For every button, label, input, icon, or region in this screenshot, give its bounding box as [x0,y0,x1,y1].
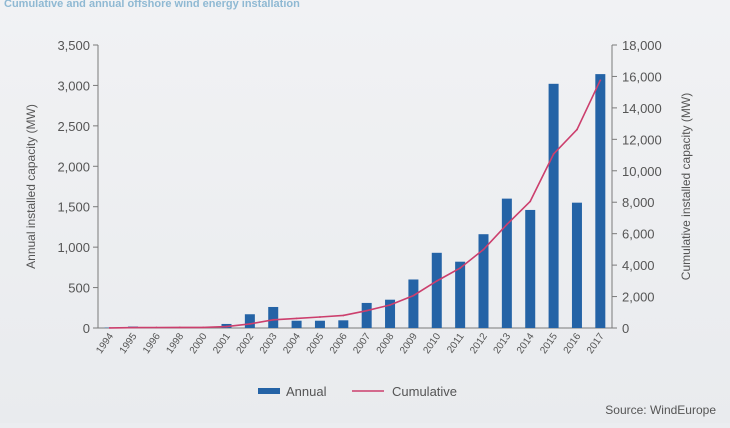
point-cumulative [202,326,204,328]
x-tick-label: 1998 [164,331,186,356]
x-tick-label: 2001 [211,331,233,356]
point-cumulative [109,327,111,329]
point-cumulative [436,280,438,282]
point-cumulative [226,326,228,328]
x-tick-label: 2011 [445,331,467,355]
x-tick-label: 2003 [258,331,280,356]
x-tick-label: 2007 [351,331,373,356]
x-tick-label: 1995 [118,331,140,356]
right-tick-label: 0 [622,321,629,336]
x-tick-label: 2002 [235,331,257,356]
bar-annual [362,303,372,328]
bar-annual [268,307,278,328]
point-cumulative [272,319,274,321]
bar-annual [292,321,302,328]
labels-layer: 0 500 1,000 1,500 2,000 2,500 3,000 3,500 0 2,000… [24,38,693,356]
source-note: Source: WindEurope [605,403,716,417]
x-tick-label: 2008 [375,331,397,356]
point-cumulative [296,318,298,320]
point-cumulative [389,304,391,306]
bar-annual [572,203,582,328]
x-tick-label: 2017 [585,331,607,356]
point-cumulative [599,79,601,81]
x-tick-label: 2004 [281,331,303,356]
x-tick-label: 2009 [398,331,420,356]
legend: Annual Cumulative [258,384,457,399]
left-tick-label: 1,000 [57,240,90,255]
left-tick-label: 3,000 [57,78,90,93]
left-tick-label: 500 [68,281,90,296]
x-tick-label: 2014 [515,331,537,356]
point-cumulative [249,323,251,325]
left-tick-label: 3,500 [57,38,90,53]
x-tick-label: 2013 [492,331,514,356]
right-tick-label: 4,000 [622,258,655,273]
left-tick-label: 0 [83,321,90,336]
right-tick-label: 2,000 [622,290,655,305]
point-cumulative [413,295,415,297]
bar-annual [525,210,535,328]
left-tick-label: 2,000 [57,159,90,174]
bar-annual [338,320,348,328]
bar-annual [455,262,465,328]
x-tick-label: 2016 [562,331,584,356]
bar-annual [432,253,442,328]
bar-annual [595,74,605,328]
x-tick-label: 1994 [94,331,116,356]
point-cumulative [506,223,508,225]
right-tick-label: 18,000 [622,38,662,53]
bar-annual [245,314,255,328]
right-tick-label: 12,000 [622,132,662,147]
bar-annual [479,234,489,328]
x-tick-label: 2012 [468,331,490,356]
point-cumulative [459,267,461,269]
right-tick-label: 8,000 [622,195,655,210]
point-cumulative [156,327,158,329]
right-tick-label: 16,000 [622,69,662,84]
point-cumulative [576,129,578,131]
x-tick-label: 2000 [188,331,210,356]
right-tick-label: 10,000 [622,164,662,179]
x-tick-label: 2006 [328,331,350,356]
x-tick-label: 2010 [421,331,443,356]
right-tick-label: 14,000 [622,101,662,116]
point-cumulative [483,249,485,251]
bar-annual [549,84,559,328]
left-tick-label: 1,500 [57,200,90,215]
x-tick-label: 2005 [305,331,327,356]
point-cumulative [179,327,181,329]
legend-swatch-annual [258,388,280,394]
chart-title: Cumulative and annual offshore wind ener… [4,0,300,10]
y-axis-title: Annual installed capacity (MW) [24,104,38,269]
bar-annual [502,199,512,328]
bar-annual [315,321,325,328]
point-cumulative [529,201,531,203]
x-tick-label: 1996 [141,331,163,356]
point-cumulative [366,310,368,312]
legend-label-annual: Annual [286,384,327,399]
x-tick-label: 2015 [538,331,560,356]
left-tick-label: 2,500 [57,119,90,134]
point-cumulative [319,316,321,318]
y-axis-title-right: Cumulative installed capacity (MW) [679,93,693,280]
legend-label-cumulative: Cumulative [392,384,457,399]
point-cumulative [553,153,555,155]
point-cumulative [132,327,134,329]
bar-annual [408,279,418,328]
point-cumulative [342,315,344,317]
right-tick-label: 6,000 [622,227,655,242]
